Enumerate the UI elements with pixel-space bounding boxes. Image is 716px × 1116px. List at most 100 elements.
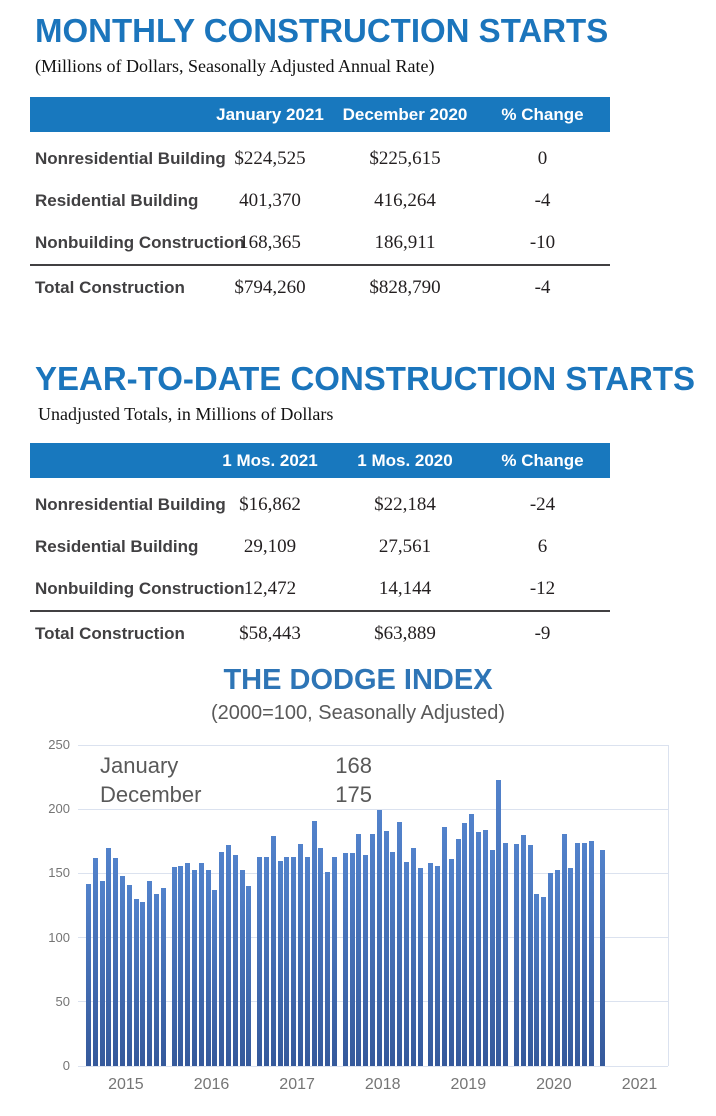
monthly-col-change: % Change [501,104,584,124]
x-axis-year-label: 2016 [193,1076,230,1093]
bar-2020-m9 [568,868,574,1066]
bar-2017-m12 [332,856,337,1066]
bar-2017-m8 [304,856,310,1066]
row-value-1: 168,365 [239,232,301,253]
bar-2015-m6 [120,875,125,1066]
gridline-0 [78,1065,668,1067]
bar-2016-m6 [205,869,211,1066]
row-value-1: $794,260 [234,277,306,298]
row-value-2: $63,889 [374,623,436,644]
bar-2016-m11 [239,869,245,1066]
bar-2017-m5 [284,856,290,1066]
y-axis-tick-label: 250 [48,737,70,752]
monthly-table: January 2021 December 2020 % Change Nonr… [30,97,610,310]
row-label: Total Construction [35,278,185,297]
annotation-value: 168 [335,753,372,778]
bar-2018-m1 [342,852,348,1066]
bar-2019-m12 [503,842,509,1066]
bar-2015-m7 [126,884,132,1066]
bar-2020-m7 [554,869,560,1066]
row-change: -9 [534,623,551,644]
row-value-1: 29,109 [243,536,297,557]
bar-2019-m4 [448,859,454,1066]
bar-2016-m4 [192,869,197,1066]
table-row: Residential Building 29,109 27,561 6 [30,526,610,568]
row-change: -4 [534,190,551,211]
row-label: Nonbuilding Construction [35,233,245,252]
y-axis-tick-label: 100 [48,929,70,945]
ytd-col-1mos2020: 1 Mos. 2020 [357,450,453,470]
bar-2019-m2 [435,865,441,1066]
x-axis-year-label: 2015 [108,1076,144,1093]
monthly-table-header: January 2021 December 2020 % Change [30,97,610,132]
chart-title: THE DODGE INDEX [223,664,493,696]
bar-2019-m1 [428,863,434,1066]
row-label: Nonresidential Building [35,149,226,168]
ytd-col-change: % Change [501,450,584,470]
row-label: Nonbuilding Construction [35,579,245,598]
bar-2015-m1 [86,883,91,1066]
bar-2018-m7 [383,831,389,1066]
bar-2016-m5 [198,863,204,1066]
bar-2019-m3 [442,827,447,1066]
row-value-2: $22,184 [374,494,436,515]
y-axis-tick-label: 150 [48,865,70,881]
bar-2017-m7 [298,843,303,1066]
bar-2017-m10 [318,847,324,1066]
monthly-section-title: MONTHLY CONSTRUCTION STARTS [35,12,609,49]
row-change: -10 [529,232,556,253]
bar-2015-m8 [133,899,139,1066]
bar-2016-m1 [171,866,177,1066]
bar-2019-m7 [469,814,475,1066]
bar-2018-m8 [390,851,396,1066]
x-axis-year-label: 2021 [621,1076,658,1093]
row-value-2: $225,615 [369,148,441,169]
bar-2017-m3 [270,836,276,1066]
bar-2016-m10 [232,855,238,1066]
annotation-label: December [100,782,202,807]
bar-2015-m10 [147,881,153,1066]
row-value-2: 416,264 [374,190,436,211]
table-row: Nonbuilding Construction 12,472 14,144 -… [30,568,610,610]
bar-2019-m10 [489,850,495,1066]
bar-2018-m10 [404,861,409,1066]
bar-2020-m10 [575,842,581,1066]
bar-2017-m1 [257,856,263,1066]
bar-2020-m4 [534,893,540,1066]
bar-2018-m9 [397,822,403,1066]
bar-2016-m8 [219,851,225,1066]
bar-2019-m6 [462,823,468,1066]
bar-2015-m3 [99,881,105,1066]
bar-2020-m1 [514,843,519,1066]
bar-2017-m2 [264,856,269,1066]
table-row: Nonresidential Building $16,862 $22,184 … [30,484,610,526]
row-label: Total Construction [35,624,185,643]
bar-2020-m6 [548,873,553,1066]
bar-2015-m5 [113,858,119,1066]
x-axis-year-label: 2020 [536,1076,572,1093]
table-total-row: Total Construction $58,443 $63,889 -9 [30,610,610,656]
gridline-200 [78,808,668,810]
table-total-row: Total Construction $794,260 $828,790 -4 [30,264,610,310]
bar-2017-m4 [277,860,283,1066]
row-value-1: $224,525 [234,148,306,169]
row-value-2: $828,790 [369,277,441,298]
row-value-1: $16,862 [239,494,301,515]
dodge-index-bar-chart: January 168 December 175 0 50 100 150 200 250… [48,737,669,1093]
x-axis-year-label: 2019 [450,1076,487,1093]
row-change: 6 [537,536,548,557]
table-row: Residential Building 401,370 416,264 -4 [30,180,610,222]
bar-2016-m9 [226,845,231,1066]
x-axis-year-label: 2018 [364,1076,401,1093]
monthly-col-dec2020: December 2020 [342,104,468,124]
row-value-2: 27,561 [378,536,432,557]
ytd-table: 1 Mos. 2021 1 Mos. 2020 % Change Nonresi… [30,443,610,656]
bar-2020-m8 [561,833,567,1066]
bar-2019-m9 [482,829,488,1066]
bar-2018-m4 [363,855,369,1066]
bar-2017-m9 [311,820,317,1066]
table-row: Nonresidential Building $224,525 $225,61… [30,138,610,180]
bar-2018-m6 [376,810,382,1066]
bar-2020-m12 [588,841,594,1066]
